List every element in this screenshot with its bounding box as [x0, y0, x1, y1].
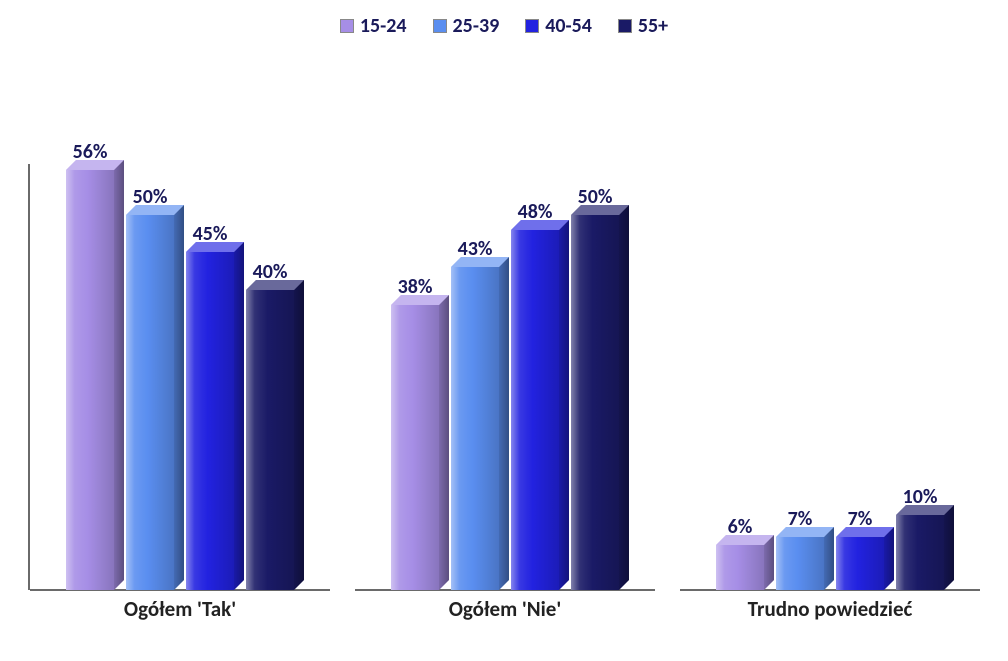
legend-label: 40-54	[545, 14, 592, 38]
bar-3d	[126, 215, 174, 590]
legend-label: 25-39	[453, 14, 500, 38]
bar-group: 56% 50%	[30, 100, 330, 590]
legend-swatch	[433, 19, 447, 33]
legend-swatch	[340, 19, 354, 33]
bar: 50%	[121, 185, 179, 590]
bar-front-face	[896, 515, 944, 590]
bar-3d	[836, 537, 884, 590]
bar: 10%	[891, 485, 949, 590]
bar-front-face	[836, 537, 884, 590]
bar-side-face	[294, 280, 304, 590]
legend-item: 15-24	[340, 14, 407, 38]
bar-front-face	[186, 252, 234, 590]
x-axis-label: Trudno powiedzieć	[680, 596, 980, 622]
bars-row: 6% 7%	[680, 100, 980, 590]
legend-label: 15-24	[360, 14, 407, 38]
bar-3d	[511, 230, 559, 590]
bar-3d	[716, 545, 764, 590]
bar: 6%	[711, 515, 769, 590]
bar-group: 38% 43%	[355, 100, 655, 590]
legend: 15-24 25-39 40-54 55+	[0, 14, 1008, 38]
x-axis-label: Ogółem 'Tak'	[30, 596, 330, 622]
bar-side-face	[944, 505, 954, 590]
bar: 48%	[506, 200, 564, 590]
bar-front-face	[126, 215, 174, 590]
bar-side-face	[619, 205, 629, 590]
bar-3d	[896, 515, 944, 590]
x-axis-label: Ogółem 'Nie'	[355, 596, 655, 622]
legend-swatch	[525, 19, 539, 33]
legend-label: 55+	[638, 14, 668, 38]
bar-3d	[451, 267, 499, 590]
bar-3d	[186, 252, 234, 590]
bar-groups: 56% 50%	[30, 100, 980, 590]
bar-front-face	[776, 537, 824, 590]
legend-item: 55+	[618, 14, 668, 38]
bar: 7%	[831, 507, 889, 590]
x-axis-labels: Ogółem 'Tak' Ogółem 'Nie' Trudno powiedz…	[30, 596, 980, 622]
bar: 45%	[181, 222, 239, 590]
bar-3d	[571, 215, 619, 590]
bar-3d	[391, 305, 439, 590]
bar: 56%	[61, 140, 119, 590]
bar-front-face	[716, 545, 764, 590]
bar-front-face	[571, 215, 619, 590]
bar: 40%	[241, 260, 299, 590]
bar: 50%	[566, 185, 624, 590]
bar-group: 6% 7%	[680, 100, 980, 590]
bar-front-face	[391, 305, 439, 590]
legend-swatch	[618, 19, 632, 33]
bar: 7%	[771, 507, 829, 590]
bar-3d	[776, 537, 824, 590]
bars-row: 56% 50%	[30, 100, 330, 590]
bar: 43%	[446, 237, 504, 590]
bar-front-face	[511, 230, 559, 590]
bar-front-face	[451, 267, 499, 590]
bar-3d	[66, 170, 114, 590]
legend-item: 25-39	[433, 14, 500, 38]
chart-plot-area: 56% 50%	[30, 100, 980, 590]
bar: 38%	[386, 275, 444, 590]
bar-3d	[246, 290, 294, 590]
legend-item: 40-54	[525, 14, 592, 38]
bar-front-face	[66, 170, 114, 590]
bars-row: 38% 43%	[355, 100, 655, 590]
bar-front-face	[246, 290, 294, 590]
